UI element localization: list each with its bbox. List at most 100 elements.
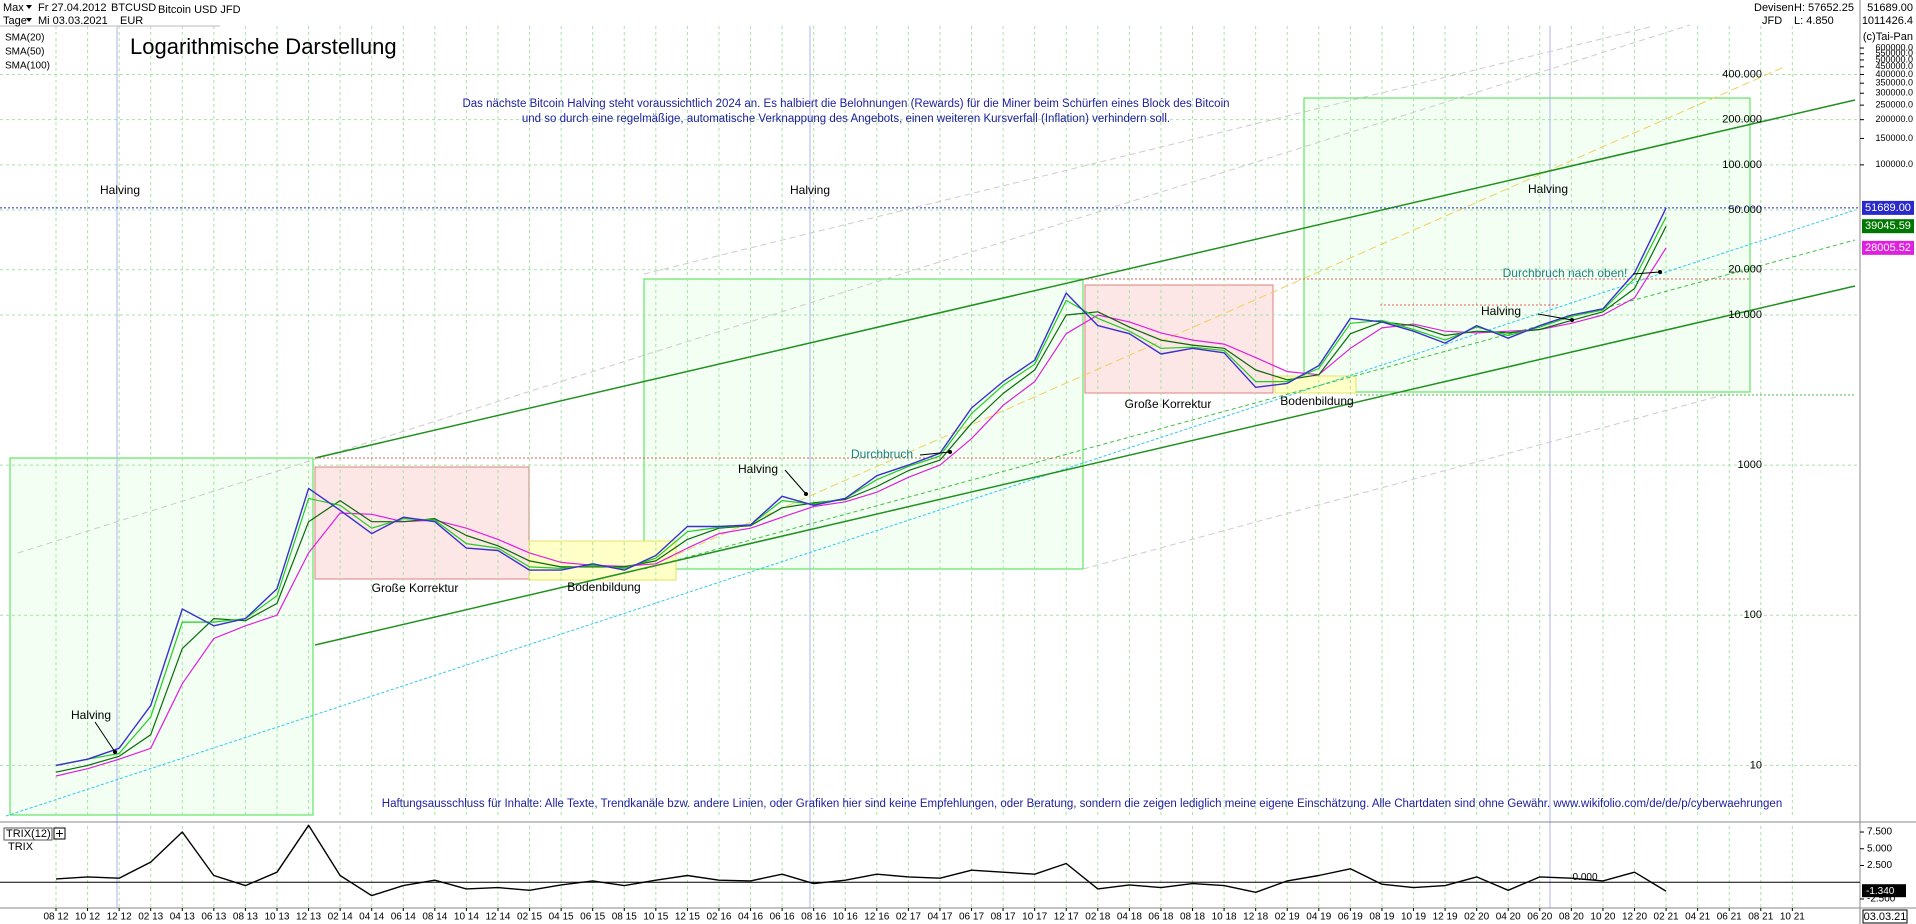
legend-entry: SMA(100) [5, 61, 50, 72]
arrow-head [1570, 318, 1574, 322]
x-tick-label: 12 12 [107, 912, 132, 923]
y-tick-label: 400.000 [1722, 68, 1762, 80]
x-tick-label: 06 16 [770, 912, 795, 923]
x-tick-label: 08 12 [43, 912, 68, 923]
dropdown-arrow[interactable] [26, 5, 32, 22]
x-tick-label: 02 20 [1464, 912, 1489, 923]
value-box [1862, 219, 1914, 234]
broker: JFD [1762, 15, 1782, 27]
annotation: Große Korrektur [1125, 397, 1212, 411]
x-tick-label: 02 19 [1275, 912, 1300, 923]
x-tick-label: 08 13 [233, 912, 258, 923]
trix-title: TRIX(12) [6, 828, 51, 840]
trend-line [1082, 394, 1724, 570]
x-tick-label: 12 20 [1622, 912, 1647, 923]
arrow [1537, 313, 1573, 321]
arrow [784, 469, 807, 495]
x-tick-label: 02 18 [1085, 912, 1110, 923]
annotation: Durchbruch [851, 447, 913, 461]
x-tick-label: 02 17 [896, 912, 921, 923]
trend-line [5, 209, 1856, 817]
x-tick-label: 04 13 [170, 912, 195, 923]
value-box-label: 51689.00 [1865, 202, 1911, 214]
y-tick-label: -2.500 [1867, 894, 1896, 905]
arrow-head [804, 492, 808, 496]
annotation: Große Korrektur [372, 581, 459, 595]
x-tick-label: 04 21 [1685, 912, 1710, 923]
annotation: Halving [790, 183, 830, 197]
value-box-label: 39045.59 [1865, 220, 1911, 232]
channel-box [9, 457, 314, 816]
x-tick-label: 04 16 [738, 912, 763, 923]
symbol: BTCUSD [111, 2, 156, 14]
y2-tick-label: 200000.0 [1875, 114, 1913, 124]
market: Devisen [1754, 2, 1794, 14]
series-line [55, 216, 1667, 766]
trend-line [314, 285, 1856, 646]
correction-box [314, 466, 530, 580]
high: H: 57652.25 [1794, 2, 1854, 14]
annotation: Das nächste Bitcoin Halving steht voraus… [462, 98, 1229, 110]
annotation: Halving [1528, 182, 1568, 196]
annotation: und so durch eine regelmäßige, automatis… [522, 113, 1170, 125]
y2-tick-label: 100000.0 [1875, 159, 1913, 169]
y2-tick-label: 250000.0 [1875, 100, 1913, 110]
period[interactable]: Max [3, 2, 24, 14]
x-tick-label: 10 19 [1401, 912, 1426, 923]
x-tick-label: 12 19 [1433, 912, 1458, 923]
x-tick-label: 04 19 [1306, 912, 1331, 923]
x-tick-label: 08 19 [1369, 912, 1394, 923]
x-tick-label: 02 14 [328, 912, 353, 923]
arrow [94, 721, 116, 753]
add-icon[interactable] [56, 830, 63, 837]
x-tick-label: 10 17 [1022, 912, 1047, 923]
y-tick-label: 200.000 [1722, 114, 1762, 126]
annotation: Halving [100, 183, 140, 197]
x-tick-label: 12 17 [1054, 912, 1079, 923]
annotation: Haftungsausschluss für Inhalte: Alle Tex… [382, 798, 1782, 810]
arrow [1632, 271, 1661, 275]
x-tick-label: 12 14 [485, 912, 510, 923]
annotation: Halving [1481, 304, 1521, 318]
trix-legend: TRIX [8, 841, 34, 853]
y2-tick-label: 350000.0 [1875, 78, 1913, 88]
value-box [1862, 884, 1906, 898]
current-date: 03.03.21 [1864, 911, 1907, 923]
channel-box [1303, 97, 1751, 393]
legend-entry: SMA(20) [5, 33, 44, 44]
currency: EUR [120, 15, 143, 27]
x-tick-label: 06 15 [580, 912, 605, 923]
axis-max: 1011426.4 [1862, 15, 1913, 27]
y2-tick-label: 300000.0 [1875, 88, 1913, 98]
annotation: Bodenbildung [567, 580, 640, 594]
y-tick-label: 100 [1744, 609, 1762, 621]
legend-entry: SMA(50) [5, 47, 44, 58]
x-tick-label: 12 15 [675, 912, 700, 923]
x-tick-label: 04 15 [549, 912, 574, 923]
y2-tick-label: 500000.0 [1875, 54, 1913, 64]
trend-line [643, 66, 1785, 570]
x-tick-label: 08 15 [612, 912, 637, 923]
y-tick-label: 100.000 [1722, 159, 1762, 171]
x-tick-label: 10 16 [833, 912, 858, 923]
x-tick-label: 10 14 [454, 912, 479, 923]
x-tick-label: 04 18 [1117, 912, 1142, 923]
series-line [55, 207, 1667, 767]
x-tick-label: 06 14 [391, 912, 416, 923]
arrow-head [948, 450, 952, 454]
chart-subtitle: Logarithmische Darstellung [130, 34, 397, 59]
y2-tick-label: 450000.0 [1875, 61, 1913, 71]
x-tick-label: 06 21 [1717, 912, 1742, 923]
annotation: Halving [738, 462, 778, 476]
y2-tick-label: 600000.0 [1875, 42, 1913, 52]
annotation: Durchbruch nach oben! [1503, 266, 1628, 280]
x-tick-label: 04 20 [1496, 912, 1521, 923]
bottom-box [528, 540, 677, 581]
y-tick-label: 5.000 [1867, 843, 1892, 854]
annotation: Halving [71, 708, 111, 722]
value-box [1862, 240, 1914, 255]
interval[interactable]: Tage [3, 15, 27, 27]
y-tick-label: 2.500 [1867, 860, 1892, 871]
